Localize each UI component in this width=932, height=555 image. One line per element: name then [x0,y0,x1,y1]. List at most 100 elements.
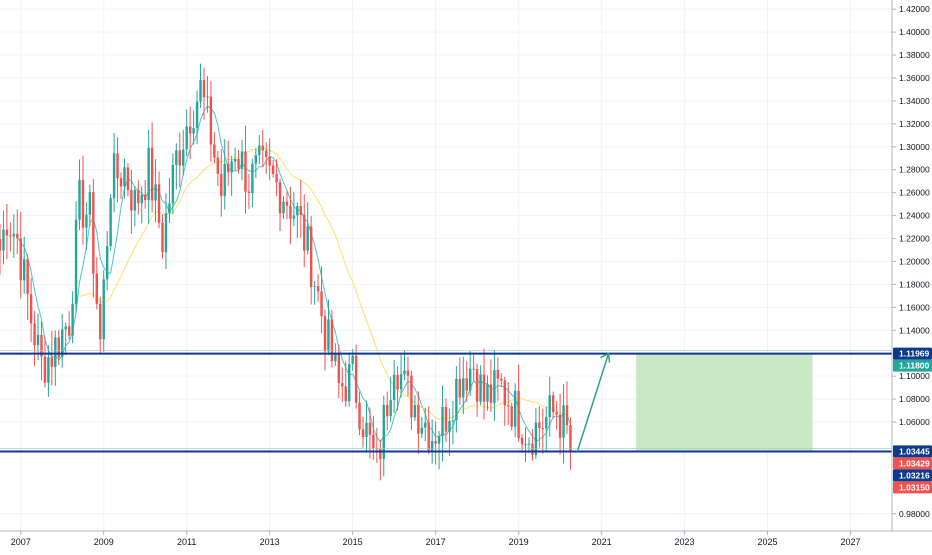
candle-body [71,303,74,336]
candle-body [524,443,527,445]
candle [424,407,427,442]
candle [130,169,133,234]
candle-body [213,144,216,158]
candle-body [358,402,361,430]
candle [19,212,22,299]
candle-body [289,205,292,219]
candle-body [437,436,441,444]
candle [116,137,119,203]
arrow-head[interactable] [600,352,611,363]
price-tick-label: 1.10000 [899,371,930,381]
candle-body [403,370,406,375]
candle [185,109,188,157]
arrow-layer[interactable] [576,352,611,452]
candle-body [278,182,282,214]
candle [240,139,244,181]
price-tick-label: 1.22000 [899,234,930,244]
candle-body [223,163,226,196]
candle [9,222,12,252]
candle-body [420,427,424,434]
candle-body [531,443,534,455]
candle-body [462,378,465,398]
candle-body [316,285,320,292]
candle [0,224,2,275]
candle [168,177,171,223]
candle-body [226,163,230,173]
candle-body [344,386,347,402]
candle-body [551,395,555,412]
candle-body [448,421,451,432]
candle-body [109,198,112,247]
candle [61,313,64,368]
candle-body [26,259,29,295]
candle [323,309,327,371]
candle [16,209,19,255]
candle [271,159,275,178]
candle [548,376,551,437]
candle-body [330,319,334,362]
candle [493,350,496,421]
candle [126,163,130,197]
candle [233,147,237,171]
candle [365,400,368,452]
candle [448,408,451,456]
candle [538,406,541,448]
candle [379,439,382,481]
candle [417,391,420,454]
candle [230,155,233,197]
candle [147,129,150,224]
candle [472,355,475,382]
time-tick-label: 2015 [343,537,363,547]
price-tick-label: 1.08000 [899,394,930,404]
candle-body [489,384,493,403]
candle [226,140,230,186]
candle [171,153,175,215]
candle-body [569,425,572,451]
candle-body [347,363,351,402]
candle-body [36,334,40,346]
candle-body [43,356,47,383]
candle [275,159,278,197]
candle [555,401,558,430]
target-zone[interactable] [636,353,813,452]
candle-body [417,405,420,434]
candle-body [382,404,385,459]
trend-arrow[interactable] [576,353,610,452]
candle-body [147,147,150,201]
candle-body [143,194,147,201]
candle-body [482,374,486,402]
candle [157,171,161,229]
candle-body [510,406,513,427]
candle-body [496,370,500,379]
candle [368,407,372,459]
candle [213,132,216,164]
candle [500,373,503,387]
candle [389,376,392,423]
candle-body [361,429,365,438]
candle [268,138,271,181]
candle-body [74,219,78,304]
price-axis-ticks: 0.98000 1.06000 1.08000 1.10000 1.14000 1.160… [892,4,930,519]
time-tick-label: 2023 [675,537,695,547]
candle [496,357,500,402]
candle-body [275,173,278,183]
candle-body [451,420,455,422]
candle-body [161,222,164,253]
candle [164,193,168,270]
candle-body [81,179,85,228]
candle [99,296,102,354]
candle [285,191,289,220]
candle [354,344,358,409]
time-axis-ticks[interactable]: 2007 2009 2011 2013 2015 2017 2019 2021 2023 2025… [11,531,861,547]
candle-body [230,161,233,173]
candle [541,408,545,454]
horizontal-lines[interactable] [0,350,892,453]
candle [486,375,489,411]
price-tick-label: 0.98000 [899,509,930,519]
candles [0,63,572,481]
candle [199,63,202,108]
price-tick-label: 1.30000 [899,142,930,152]
candle-body [517,390,520,438]
